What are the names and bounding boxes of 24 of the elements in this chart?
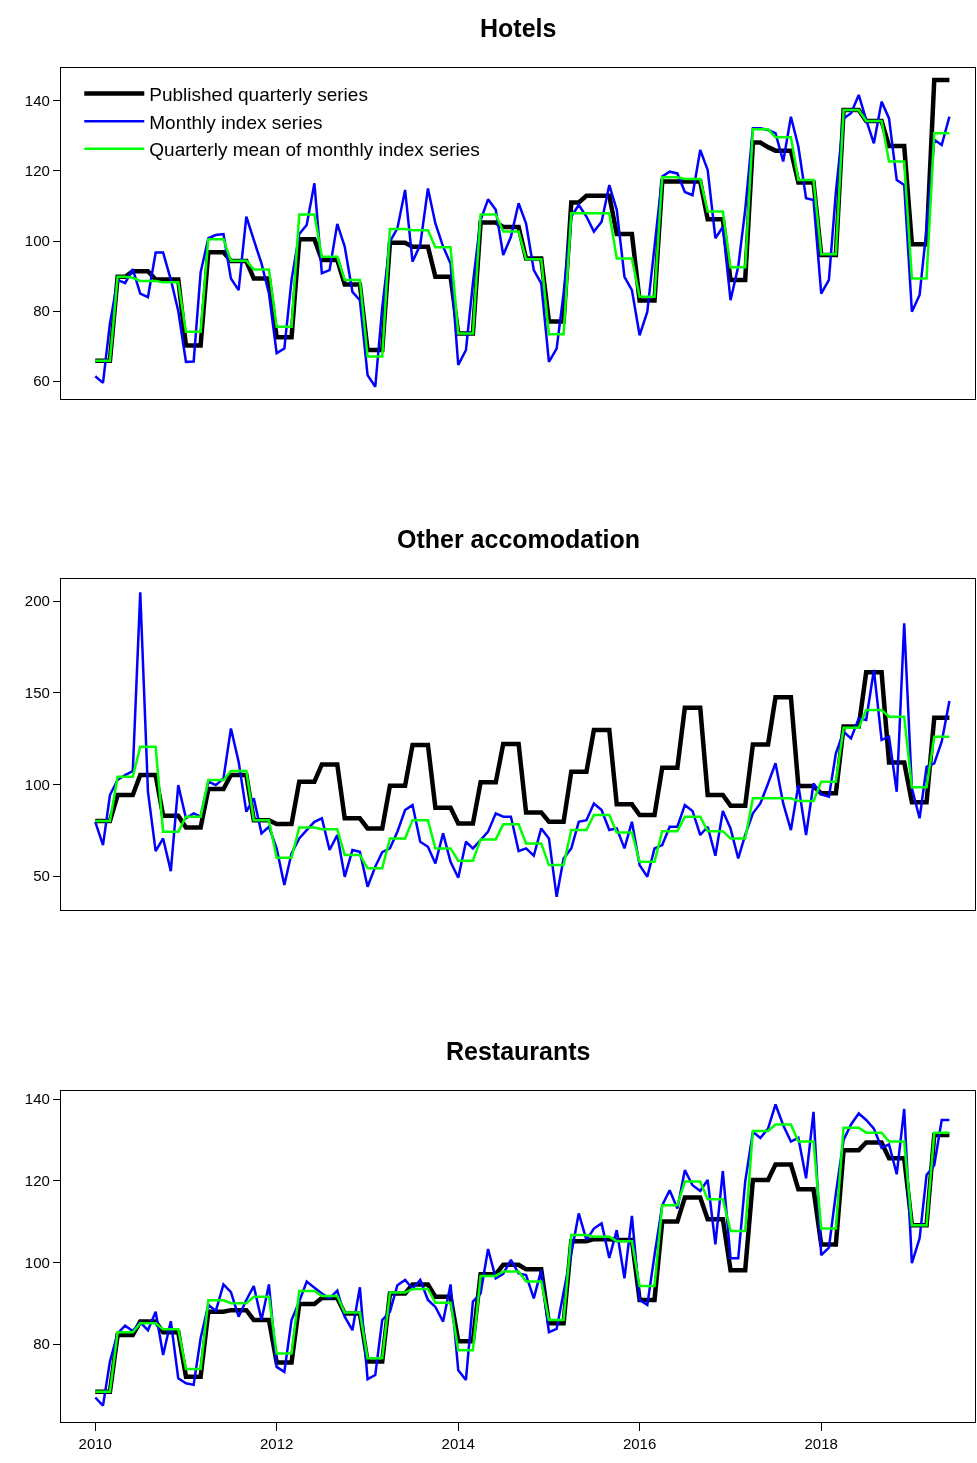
x-tick-label: 2012 <box>259 1435 294 1453</box>
chart-title: Hotels <box>480 14 557 42</box>
y-tick-label: 200 <box>24 592 50 610</box>
x-tick-label: 2018 <box>804 1435 838 1453</box>
y-tick-label: 60 <box>33 372 50 390</box>
y-tick-label: 100 <box>24 1253 50 1271</box>
y-tick-label: 120 <box>24 162 50 180</box>
x-tick-label: 2016 <box>622 1435 657 1453</box>
y-tick-label: 100 <box>24 232 50 250</box>
y-tick-label: 140 <box>24 92 50 110</box>
chart-title: Other accomodation <box>397 525 641 553</box>
legend-label: Monthly index series <box>149 111 323 133</box>
y-tick-label: 80 <box>33 1335 50 1353</box>
legend-label: Quarterly mean of monthly index series <box>149 139 480 161</box>
y-tick-label: 80 <box>33 302 50 320</box>
y-tick-label: 100 <box>24 775 50 793</box>
x-tick-label: 2014 <box>441 1435 475 1453</box>
chart-title: Restaurants <box>446 1037 591 1065</box>
y-tick-label: 50 <box>33 867 50 885</box>
x-tick-label: 2010 <box>78 1435 112 1453</box>
y-tick-label: 150 <box>24 683 50 701</box>
y-tick-label: 140 <box>24 1090 50 1108</box>
legend-label: Published quarterly series <box>149 83 368 105</box>
y-tick-label: 120 <box>24 1172 50 1190</box>
